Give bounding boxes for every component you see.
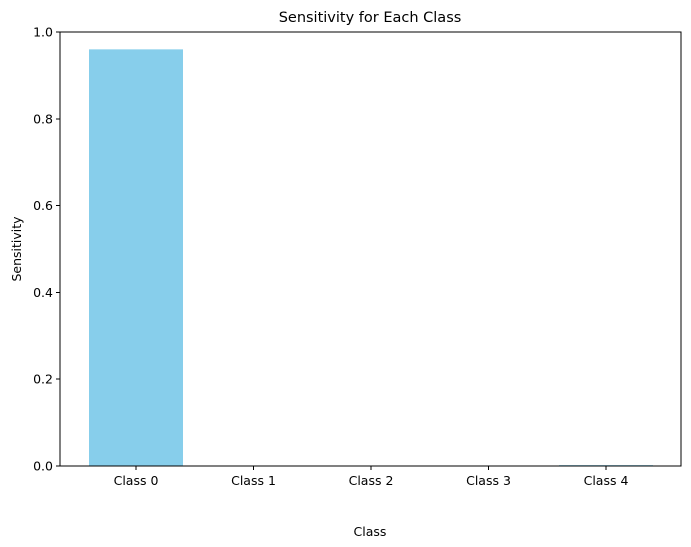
bars <box>89 49 653 467</box>
x-tick-label: Class 3 <box>466 473 511 488</box>
bar-class-0 <box>89 49 183 467</box>
chart-title: Sensitivity for Each Class <box>279 10 462 26</box>
x-tick-label: Class 0 <box>114 473 159 488</box>
y-tick-label: 0.6 <box>33 198 53 213</box>
y-axis-label: Sensitivity <box>9 216 24 282</box>
x-tick-label: Class 4 <box>584 473 629 488</box>
x-tick-label: Class 1 <box>231 473 276 488</box>
y-tick-label: 0.0 <box>33 459 53 474</box>
y-tick-label: 0.4 <box>33 285 53 300</box>
plot-frame <box>59 31 682 467</box>
y-axis-ticks: 0.0 0.2 0.4 0.6 0.8 1.0 <box>33 25 60 474</box>
y-tick-label: 1.0 <box>33 25 53 40</box>
y-tick-label: 0.8 <box>33 111 53 126</box>
x-axis-ticks: Class 0 Class 1 Class 2 Class 3 Class 4 <box>114 466 629 488</box>
x-axis-label: Class <box>354 524 387 539</box>
y-tick-label: 0.2 <box>33 372 53 387</box>
x-tick-label: Class 2 <box>349 473 394 488</box>
